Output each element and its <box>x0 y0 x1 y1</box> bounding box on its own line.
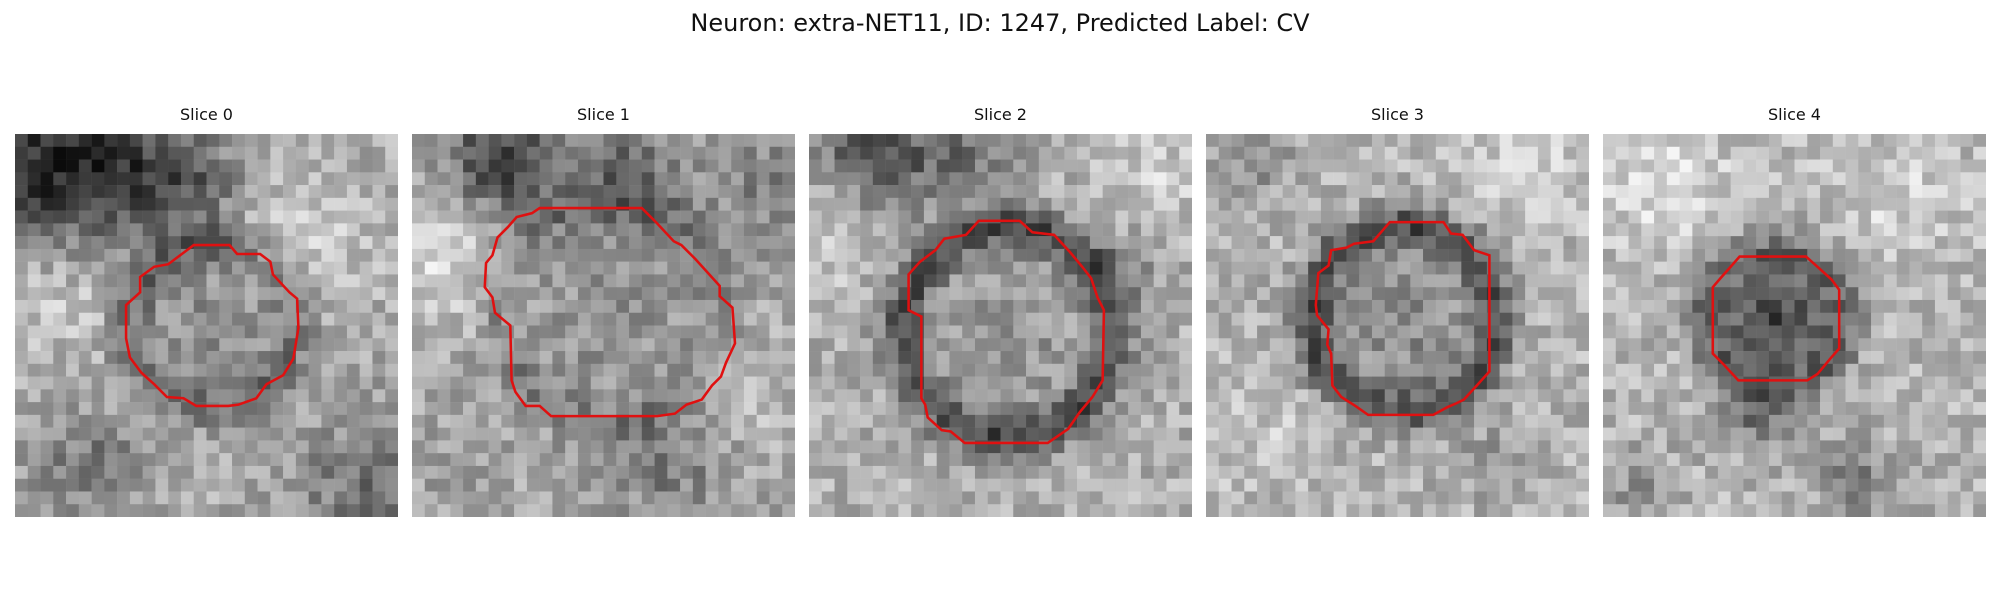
slice-title-4: Slice 4 <box>1603 105 1986 125</box>
slice-image-4 <box>1603 134 1986 517</box>
slice-image-0 <box>15 134 398 517</box>
figure-title: Neuron: extra-NET11, ID: 1247, Predicted… <box>0 8 2000 38</box>
slice-title-2: Slice 2 <box>809 105 1192 125</box>
slice-image-2 <box>809 134 1192 517</box>
slice-title-1: Slice 1 <box>412 105 795 125</box>
slice-image-3 <box>1206 134 1589 517</box>
slice-title-0: Slice 0 <box>15 105 398 125</box>
slice-image-1 <box>412 134 795 517</box>
slice-title-3: Slice 3 <box>1206 105 1589 125</box>
